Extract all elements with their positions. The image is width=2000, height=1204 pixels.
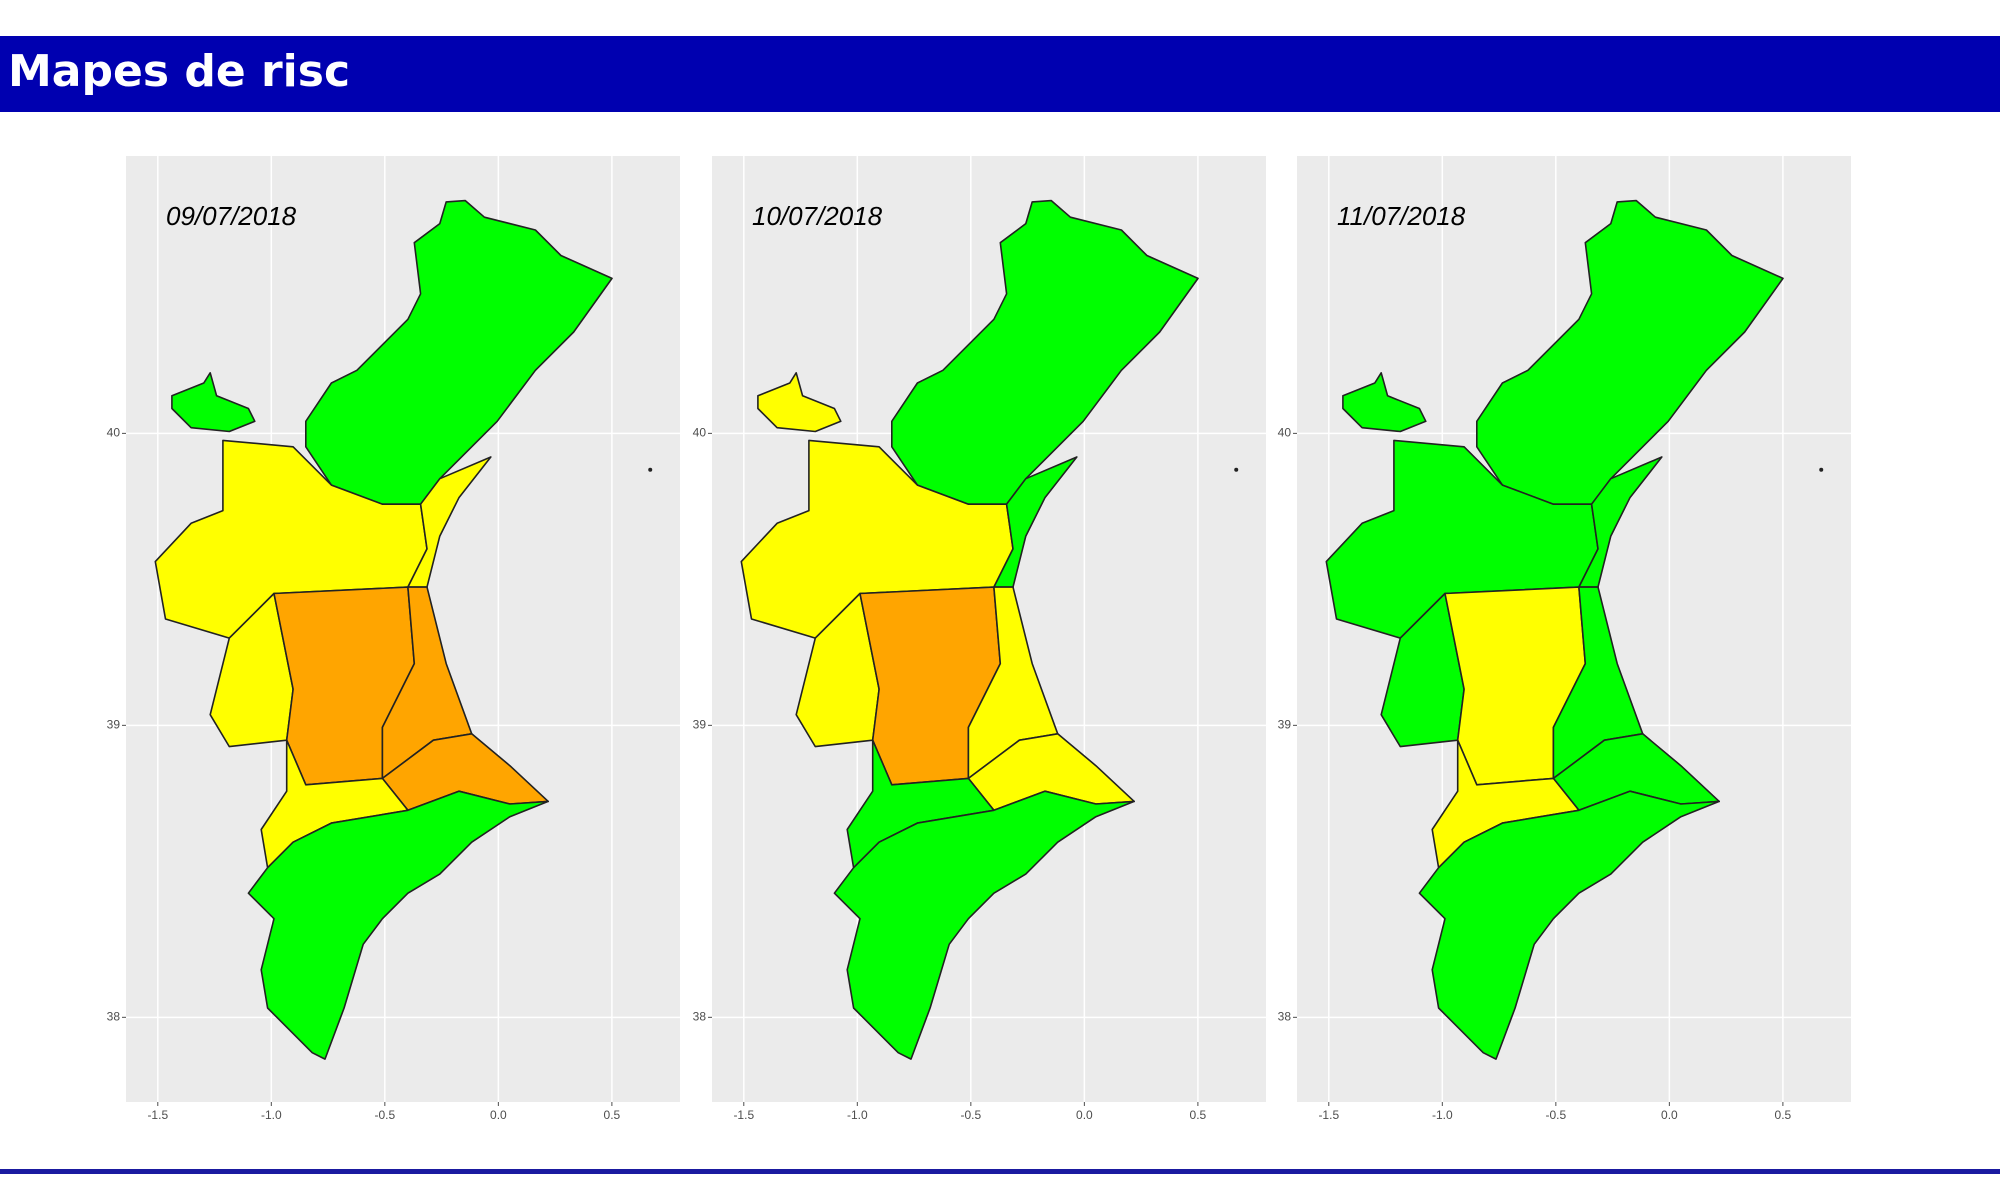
risk-zone — [247, 790, 550, 1060]
y-tick-label: 38 — [693, 1009, 707, 1023]
header-title: Mapes de risc — [8, 46, 350, 97]
x-tick-label: 0.5 — [1190, 1108, 1207, 1122]
risk-zone — [1418, 790, 1720, 1060]
y-tick-label: 40 — [107, 426, 121, 440]
map-date: 09/07/2018 — [166, 201, 297, 231]
x-tick-label: 0.5 — [604, 1108, 621, 1122]
risk-zone — [1342, 371, 1427, 433]
island — [648, 467, 653, 472]
risk-zone — [407, 456, 492, 588]
x-tick-label: -0.5 — [960, 1108, 981, 1122]
x-tick-label: 0.0 — [1076, 1108, 1093, 1122]
y-tick-label: 40 — [693, 426, 707, 440]
island — [1234, 467, 1239, 472]
risk-zone — [833, 790, 1135, 1060]
x-tick-label: 0.0 — [490, 1108, 507, 1122]
x-tick-label: 0.5 — [1775, 1108, 1792, 1122]
x-tick-label: -1.5 — [147, 1108, 168, 1122]
risk-zone — [993, 456, 1078, 588]
map-date: 11/07/2018 — [1337, 201, 1466, 231]
map-date: 10/07/2018 — [752, 201, 883, 231]
x-tick-label: -1.0 — [1432, 1108, 1453, 1122]
island — [1819, 467, 1824, 472]
y-tick-label: 39 — [1278, 718, 1292, 732]
header-bar — [0, 36, 2000, 112]
map-panel: -1.5 -1.0 -0.5 0.0 0.5 38 39 40 11/07/2018 — [1278, 156, 1851, 1122]
x-tick-label: -1.5 — [733, 1108, 754, 1122]
risk-zone — [757, 371, 842, 433]
x-tick-label: -0.5 — [374, 1108, 395, 1122]
x-tick-label: 0.0 — [1661, 1108, 1678, 1122]
map-panel: -1.5 -1.0 -0.5 0.0 0.5 38 39 40 10/07/2018 — [693, 156, 1266, 1122]
x-tick-label: -1.0 — [261, 1108, 282, 1122]
y-tick-label: 40 — [1278, 426, 1292, 440]
y-tick-label: 39 — [693, 718, 707, 732]
risk-zone — [1578, 456, 1663, 588]
y-tick-label: 39 — [107, 718, 121, 732]
x-tick-label: -0.5 — [1545, 1108, 1566, 1122]
y-tick-label: 38 — [107, 1009, 121, 1023]
map-panel: -1.5 -1.0 -0.5 0.0 0.5 38 39 40 09/07/2018 — [107, 156, 680, 1122]
x-tick-label: -1.0 — [847, 1108, 868, 1122]
risk-zone — [171, 371, 256, 433]
x-tick-label: -1.5 — [1318, 1108, 1339, 1122]
footer-line — [0, 1169, 2000, 1174]
y-tick-label: 38 — [1278, 1009, 1292, 1023]
